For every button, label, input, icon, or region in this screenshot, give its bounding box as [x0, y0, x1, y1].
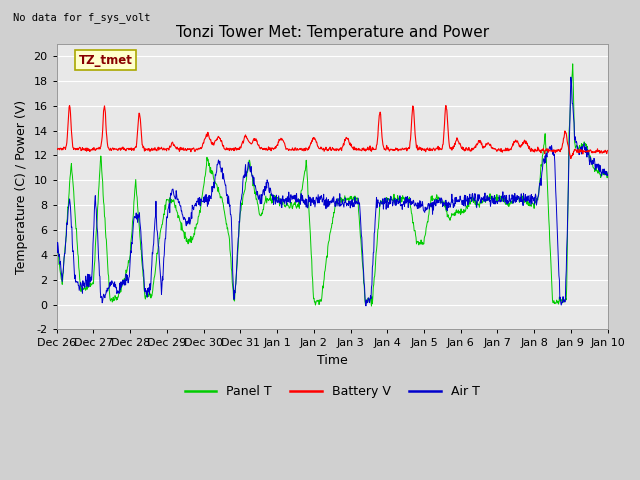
Text: No data for f_sys_volt: No data for f_sys_volt — [13, 12, 150, 23]
Y-axis label: Temperature (C) / Power (V): Temperature (C) / Power (V) — [15, 99, 28, 274]
X-axis label: Time: Time — [317, 354, 348, 367]
Text: TZ_tmet: TZ_tmet — [79, 54, 132, 67]
Legend: Panel T, Battery V, Air T: Panel T, Battery V, Air T — [180, 380, 484, 403]
Title: Tonzi Tower Met: Temperature and Power: Tonzi Tower Met: Temperature and Power — [175, 24, 489, 39]
